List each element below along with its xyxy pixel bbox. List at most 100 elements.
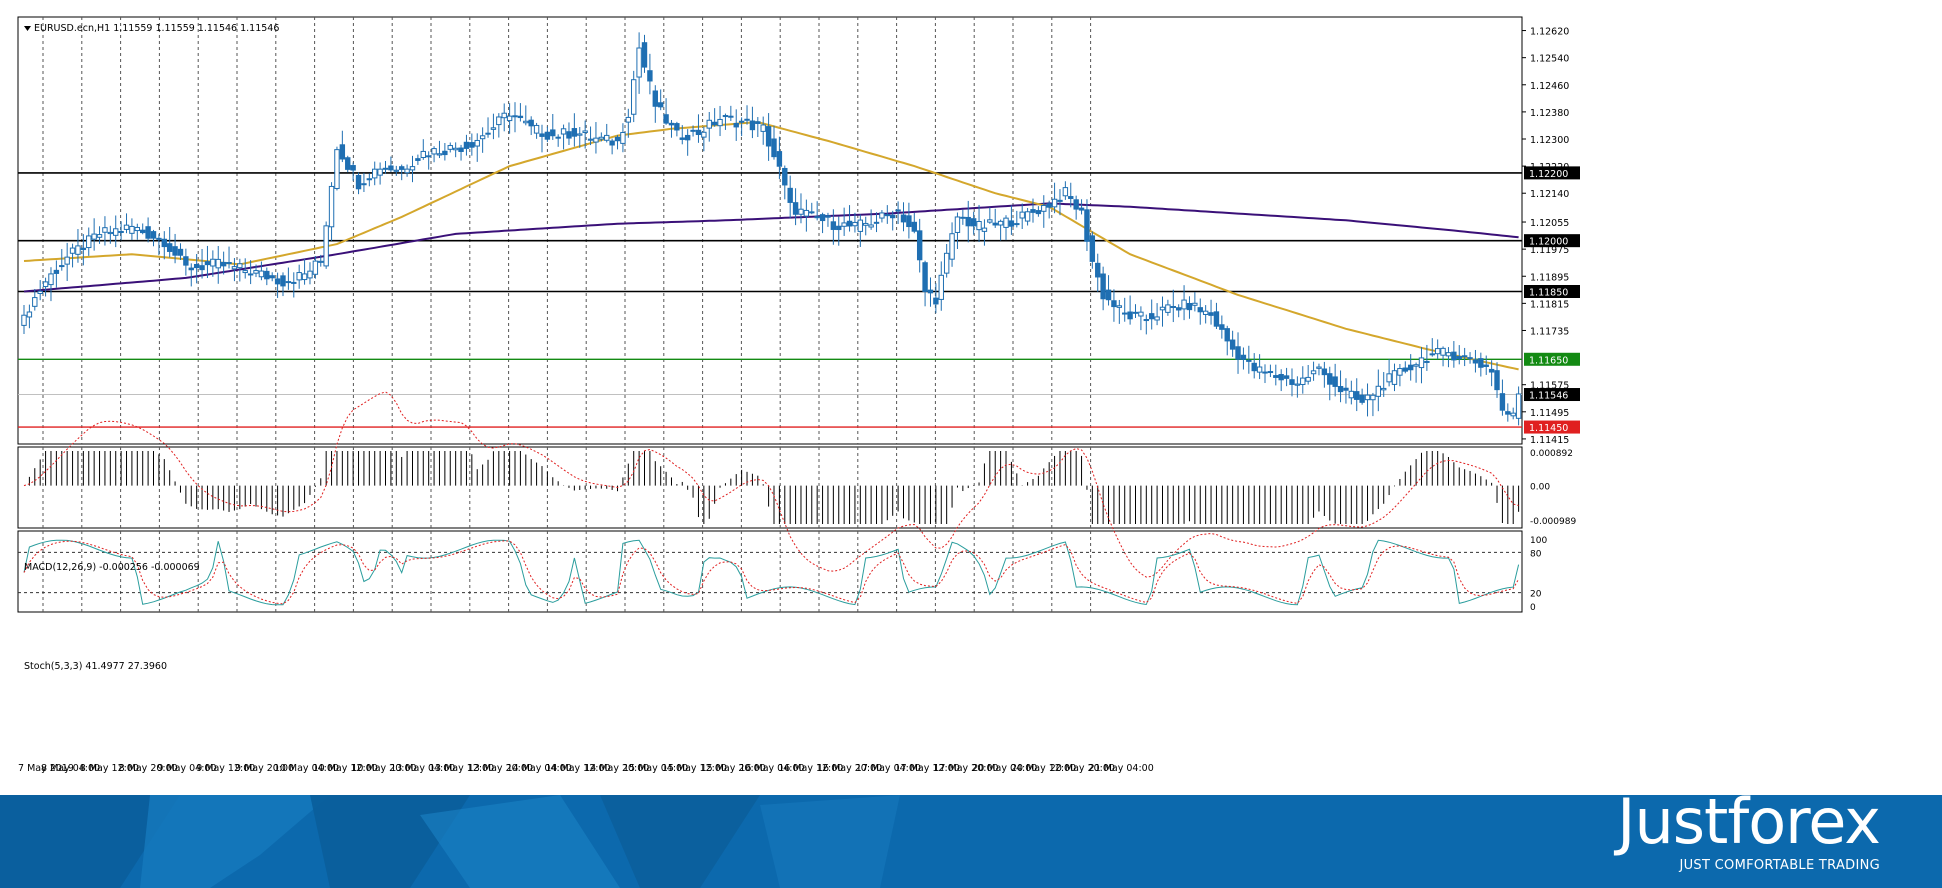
candle-bull: [560, 128, 567, 135]
candle-bull: [593, 137, 599, 143]
candle-bull: [1515, 393, 1522, 419]
candle-bull: [987, 219, 993, 223]
time-axis-label: 8 May 20:00: [119, 763, 178, 774]
candle-bull: [857, 219, 864, 232]
candle-bear: [1148, 313, 1155, 320]
candle-bull: [636, 47, 642, 78]
time-axis-label: 8 May 12:00: [80, 763, 139, 774]
candle-bear: [264, 270, 270, 280]
chart-canvas[interactable]: 1.12200 1.12000 1.11850 1.11650 1.11450 1.115…: [0, 0, 1942, 795]
candle-bear: [1283, 375, 1290, 379]
macd-panel-frame: [17, 446, 1523, 529]
candle-bull: [981, 227, 988, 232]
candle-bear: [1332, 376, 1338, 387]
macd-axis-label: 0.00: [1530, 483, 1550, 493]
candle-bull: [1300, 377, 1306, 385]
candle-bear: [1402, 367, 1408, 372]
candle-bull: [425, 155, 432, 158]
candle-bull: [884, 214, 891, 217]
time-axis-label: 13 May 12:00: [429, 763, 494, 774]
candle-bull: [1062, 187, 1069, 197]
candle-bear: [485, 132, 491, 135]
candle-bull: [1165, 304, 1171, 313]
time-axis-label: 20 May 20:00: [1050, 763, 1115, 774]
candle-bear: [172, 246, 178, 256]
candle-bear: [614, 136, 621, 142]
candle-bull: [490, 127, 497, 130]
candle-bull: [382, 167, 389, 170]
price-level-label: 1.11650: [1529, 355, 1568, 366]
main-panel-frame: [17, 16, 1523, 445]
candle-bull: [1434, 348, 1441, 355]
candle-bull: [452, 147, 459, 151]
price-axis-label: 1.12380: [1530, 108, 1569, 119]
candle-bear: [749, 120, 756, 131]
price-level-tag: [1524, 352, 1580, 366]
candle-bear: [684, 134, 691, 141]
candle-bull: [237, 263, 243, 269]
candle-bear: [566, 131, 572, 139]
candle-bear: [1186, 302, 1193, 311]
candle-bull: [42, 281, 49, 288]
candle-bull: [328, 185, 335, 228]
candle-bull: [32, 297, 38, 307]
candle-bull: [701, 131, 707, 138]
brand-footer: Justforex JUST COMFORTABLE TRADING: [0, 795, 1942, 888]
candle-bear: [1251, 362, 1257, 372]
candle-bear: [156, 237, 162, 240]
candle-bear: [830, 221, 837, 230]
candle-bull: [1051, 198, 1058, 208]
time-axis-label: 10 May 04:00: [274, 763, 339, 774]
candle-bear: [1483, 364, 1489, 367]
candle-bear: [695, 129, 702, 136]
candle-bull: [1154, 316, 1160, 321]
candle-bull: [803, 209, 810, 217]
candle-bull: [296, 272, 302, 281]
candle-bear: [647, 70, 653, 82]
candle-bear: [247, 273, 254, 276]
price-axis-label: 1.12220: [1530, 162, 1569, 173]
candle-bull: [523, 120, 529, 124]
candle-bear: [1273, 375, 1279, 378]
macd-axis-label: -0.000989: [1530, 517, 1576, 527]
candle-bull: [1386, 373, 1392, 383]
candle-bear: [1327, 373, 1333, 385]
time-axis-label: 9 May 20:00: [235, 763, 294, 774]
candle-bear: [350, 165, 356, 171]
time-axis-label: 8 May 04:00: [41, 763, 100, 774]
trading-chart[interactable]: 1.12200 1.12000 1.11850 1.11650 1.11450 1.115…: [0, 0, 1942, 795]
candle-bear: [53, 269, 60, 274]
candle-bull: [1310, 370, 1317, 375]
time-axis-label: 15 May 20:00: [701, 763, 766, 774]
price-level-label: 1.12200: [1529, 169, 1568, 180]
candle-bull: [69, 247, 76, 254]
candle-bull: [798, 208, 804, 215]
candle-bull: [242, 270, 248, 274]
candle-bear: [960, 216, 966, 219]
candle-bear: [1068, 196, 1074, 199]
candle-bull: [96, 234, 103, 238]
candle-bull: [420, 150, 426, 158]
candle-bull: [625, 116, 632, 123]
candle-bull: [1510, 412, 1516, 417]
candle-bull: [1305, 376, 1311, 382]
candle-bear: [657, 102, 664, 108]
candle-bear: [204, 261, 211, 266]
candle-bear: [555, 136, 561, 139]
candle-bull: [118, 230, 124, 233]
candle-bull: [37, 290, 43, 294]
candle-bear: [1499, 393, 1506, 411]
candle-bear: [1213, 311, 1220, 327]
candle-bear: [1014, 223, 1020, 226]
symbol-dropdown-icon[interactable]: [24, 26, 31, 31]
macd-axis-label: 0.000892: [1530, 449, 1573, 459]
candle-bear: [1229, 339, 1236, 350]
candle-bull: [323, 225, 329, 267]
candle-bull: [604, 134, 610, 141]
candle-bear: [890, 214, 896, 219]
candle-bear: [609, 140, 615, 146]
candle-bear: [166, 243, 173, 252]
price-axis-label: 1.12460: [1530, 81, 1569, 92]
candle-bear: [1175, 307, 1182, 311]
candle-bear: [1407, 364, 1414, 371]
